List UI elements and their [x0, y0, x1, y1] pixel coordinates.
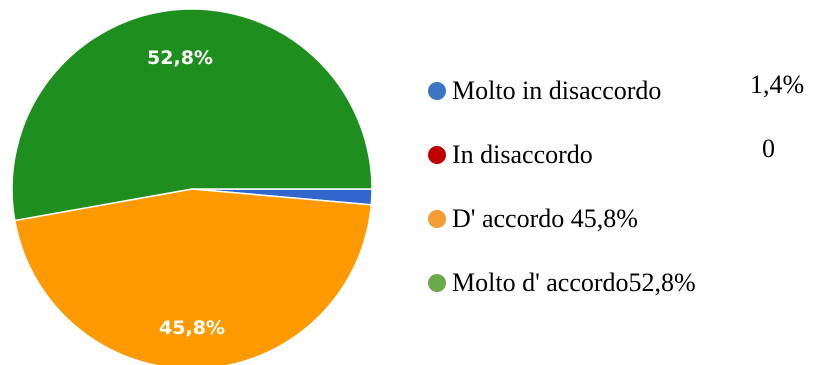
slice-label-d-accordo: 45,8%: [159, 317, 225, 339]
chart-legend: Molto in disaccordo 1,4% In disaccordo 0…: [428, 0, 832, 365]
legend-label: Molto in disaccordo: [452, 76, 662, 105]
pie-chart: 52,8% 45,8%: [11, 8, 373, 365]
legend-value: 0: [762, 134, 775, 163]
legend-item-molto-in-disaccordo: Molto in disaccordo 1,4%: [428, 70, 832, 113]
legend-label: In disaccordo: [452, 140, 593, 169]
legend-item-molto-d-accordo: Molto d' accordo52,8%: [428, 265, 832, 305]
legend-label: Molto d' accordo52,8%: [452, 268, 696, 297]
legend-swatch-blue: [428, 82, 446, 100]
legend-swatch-orange: [428, 210, 446, 228]
slice-d-accordo: [13, 188, 373, 365]
slice-label-molto-d-accordo: 52,8%: [147, 47, 213, 69]
pie-slices: [11, 8, 373, 365]
legend-swatch-green: [428, 274, 446, 292]
legend-label: D' accordo 45,8%: [452, 204, 638, 233]
legend-swatch-red: [428, 146, 446, 164]
legend-item-in-disaccordo: In disaccordo 0: [428, 134, 832, 177]
legend-value: 1,4%: [750, 70, 805, 99]
slice-molto-d-accordo: [11, 8, 373, 222]
legend-item-d-accordo: D' accordo 45,8%: [428, 201, 832, 241]
